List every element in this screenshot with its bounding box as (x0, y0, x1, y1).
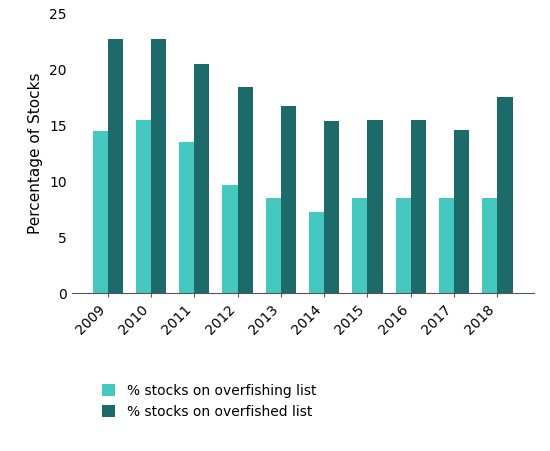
Bar (179, 142, 194, 293)
Bar (281, 106, 296, 293)
Bar (367, 120, 383, 293)
Bar (309, 212, 324, 293)
Bar (92, 131, 108, 293)
Bar (454, 130, 469, 293)
Bar (136, 120, 151, 293)
Bar (222, 184, 238, 293)
Bar (324, 121, 339, 293)
Y-axis label: Percentage of Stocks: Percentage of Stocks (29, 73, 43, 234)
Bar (238, 87, 252, 293)
Bar (194, 64, 210, 293)
Bar (266, 198, 281, 293)
Legend: % stocks on overfishing list, % stocks on overfished list: % stocks on overfishing list, % stocks o… (102, 384, 316, 419)
Bar (497, 97, 513, 293)
Bar (439, 198, 454, 293)
Bar (108, 39, 123, 293)
Bar (395, 198, 411, 293)
Bar (151, 39, 166, 293)
Bar (353, 198, 367, 293)
Bar (482, 198, 497, 293)
Bar (411, 120, 426, 293)
